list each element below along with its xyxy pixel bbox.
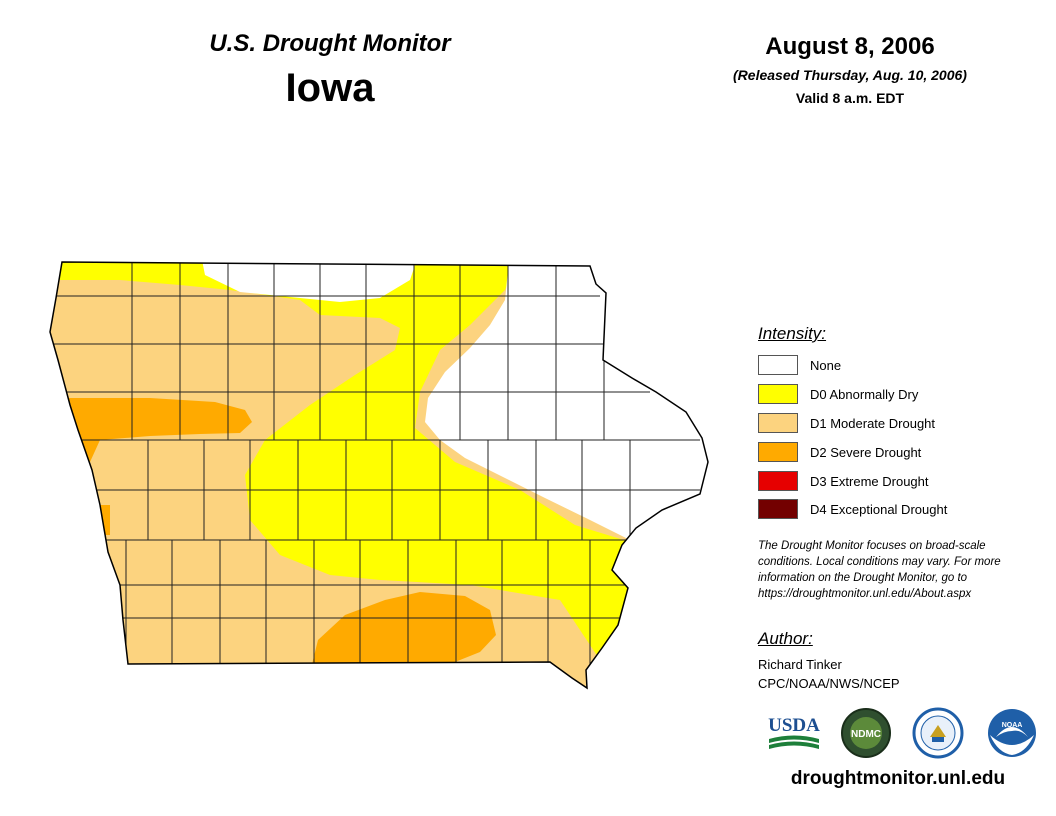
iowa-drought-map xyxy=(49,261,709,690)
note-url[interactable]: https://droughtmonitor.unl.edu/About.asp… xyxy=(758,588,972,600)
d2-severe-drought-region-south xyxy=(312,592,496,664)
commerce-seal-logo xyxy=(912,707,964,759)
ndmc-logo: NDMC xyxy=(841,708,891,758)
legend-heading: Intensity: xyxy=(758,324,827,343)
legend-swatch xyxy=(758,384,798,404)
iowa-state-outline xyxy=(49,261,709,690)
d2-severe-drought-region-northwest xyxy=(50,398,252,462)
d0-abnormally-dry-region xyxy=(50,262,640,660)
legend-label: None xyxy=(810,357,842,373)
legend-item-d3: D3 Extreme Drought xyxy=(758,471,929,491)
map-date: August 8, 2006 xyxy=(765,33,935,60)
legend-label: D0 Abnormally Dry xyxy=(810,386,919,402)
ndmc-logo-text: NDMC xyxy=(851,729,881,740)
legend-swatch xyxy=(758,471,798,491)
state-name: Iowa xyxy=(285,66,375,110)
usda-logo-text: USDA xyxy=(768,715,820,736)
county-boundaries xyxy=(50,262,700,664)
release-date: (Released Thursday, Aug. 10, 2006) xyxy=(733,67,967,83)
legend-label: D1 Moderate Drought xyxy=(810,415,936,431)
legend-label: D4 Exceptional Drought xyxy=(810,501,948,517)
legend-label: D2 Severe Drought xyxy=(810,444,922,460)
legend-swatch xyxy=(758,442,798,462)
map-title: U.S. Drought Monitor xyxy=(209,30,451,57)
note-line: information on the Drought Monitor, go t… xyxy=(758,572,968,584)
legend-item-d0: D0 Abnormally Dry xyxy=(758,384,918,404)
usda-logo: USDA xyxy=(768,715,820,749)
author-org: CPC/NOAA/NWS/NCEP xyxy=(758,676,900,691)
author-heading: Author: xyxy=(758,629,813,648)
monitor-note: The Drought Monitor focuses on broad-sca… xyxy=(758,538,1048,602)
legend-swatch xyxy=(758,499,798,519)
legend-label: D3 Extreme Drought xyxy=(810,473,929,489)
legend-swatch xyxy=(758,355,798,375)
noaa-logo: NOAA xyxy=(988,709,1036,757)
noaa-logo-text: NOAA xyxy=(1002,722,1023,729)
site-url[interactable]: droughtmonitor.unl.edu xyxy=(790,768,1006,789)
note-line: conditions. Local conditions may vary. F… xyxy=(758,556,1001,568)
note-line: The Drought Monitor focuses on broad-sca… xyxy=(758,540,986,552)
legend-item-d2: D2 Severe Drought xyxy=(758,442,921,462)
legend-item-d1: D1 Moderate Drought xyxy=(758,413,935,433)
author-name: Richard Tinker xyxy=(758,657,842,672)
valid-time: Valid 8 a.m. EDT xyxy=(795,90,905,106)
legend-swatch xyxy=(758,413,798,433)
legend-item-none: None xyxy=(758,355,841,375)
legend-item-d4: D4 Exceptional Drought xyxy=(758,499,947,519)
